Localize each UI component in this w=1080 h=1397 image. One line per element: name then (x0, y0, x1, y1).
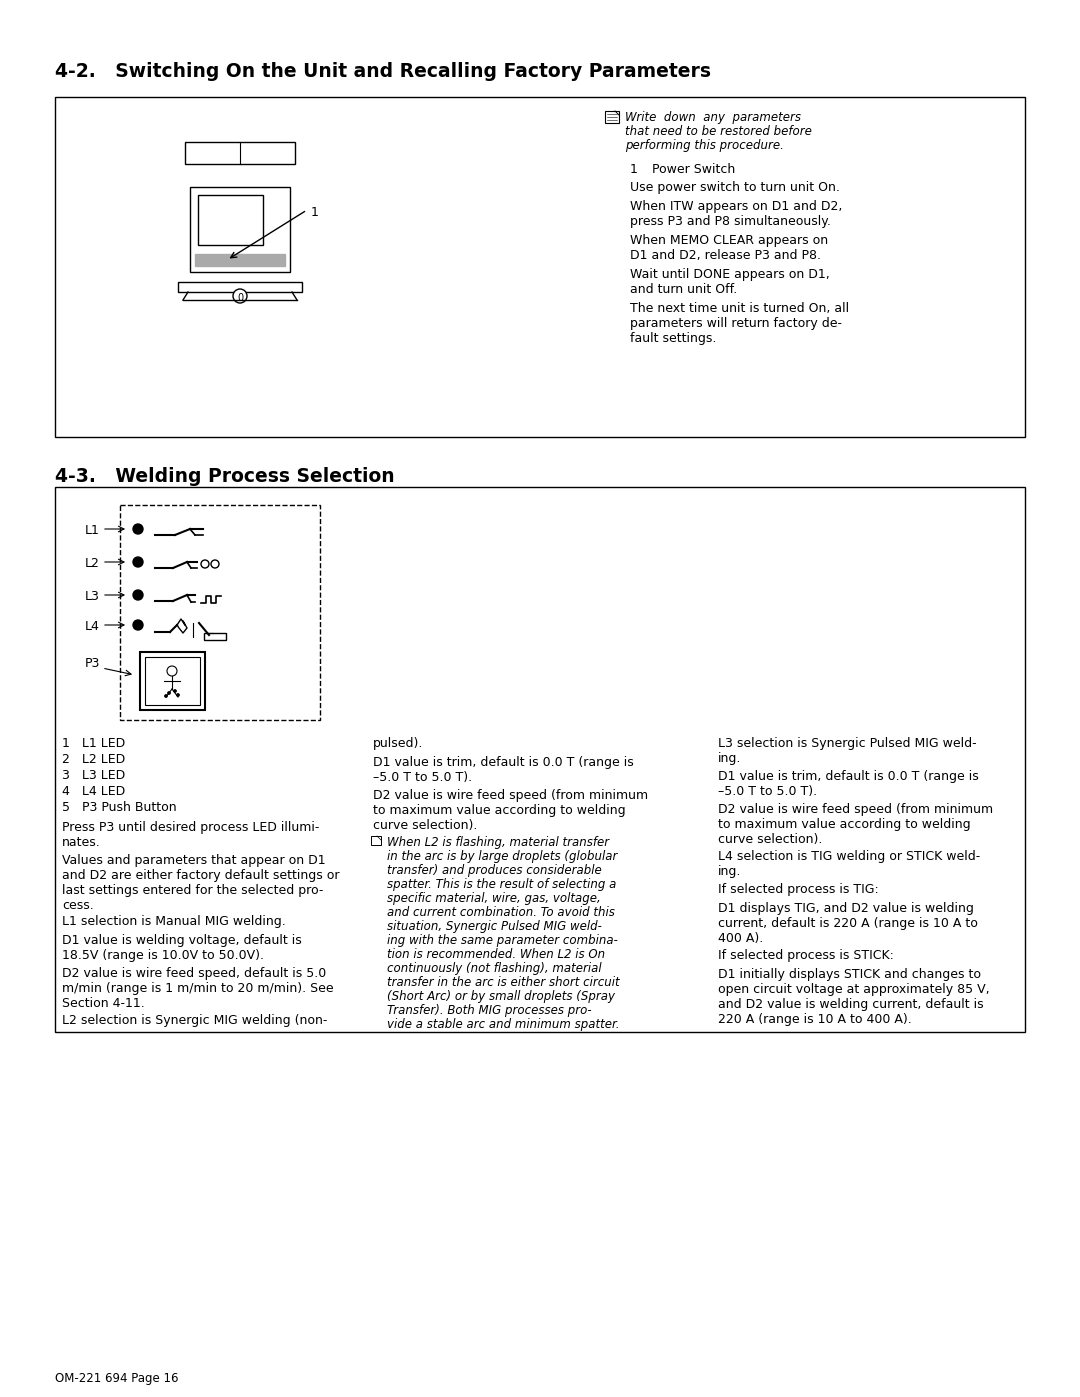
Text: transfer in the arc is either short circuit: transfer in the arc is either short circ… (387, 977, 620, 989)
Circle shape (133, 557, 143, 567)
Bar (204, 633, 226, 640)
Text: specific material, wire, gas, voltage,: specific material, wire, gas, voltage, (387, 893, 600, 905)
Bar (190, 187, 291, 272)
Text: D1 value is welding voltage, default is
18.5V (range is 10.0V to 50.0V).: D1 value is welding voltage, default is … (62, 935, 301, 963)
Text: When L2 is flashing, material transfer: When L2 is flashing, material transfer (387, 835, 609, 849)
Circle shape (133, 620, 143, 630)
Text: If selected process is STICK:: If selected process is STICK: (718, 949, 894, 963)
Text: transfer) and produces considerable: transfer) and produces considerable (387, 863, 602, 877)
Text: in the arc is by large droplets (globular: in the arc is by large droplets (globula… (387, 849, 618, 863)
Bar (372, 835, 381, 845)
Text: D1 displays TIG, and D2 value is welding
current, default is 220 A (range is 10 : D1 displays TIG, and D2 value is welding… (718, 902, 977, 944)
Text: D1 value is trim, default is 0.0 T (range is
–5.0 T to 5.0 T).: D1 value is trim, default is 0.0 T (rang… (373, 756, 634, 784)
Text: (Short Arc) or by small droplets (Spray: (Short Arc) or by small droplets (Spray (387, 990, 615, 1003)
Text: OM-221 694 Page 16: OM-221 694 Page 16 (55, 1372, 178, 1384)
Text: The next time unit is turned On, all
parameters will return factory de-
fault se: The next time unit is turned On, all par… (630, 302, 849, 345)
Text: L2 selection is Synergic MIG welding (non-: L2 selection is Synergic MIG welding (no… (62, 1014, 327, 1027)
Circle shape (201, 560, 210, 569)
Bar (198, 196, 264, 244)
Circle shape (133, 524, 143, 534)
Text: L4 selection is TIG welding or STICK weld-
ing.: L4 selection is TIG welding or STICK wel… (718, 849, 981, 877)
Text: When ITW appears on D1 and D2,
press P3 and P8 simultaneously.: When ITW appears on D1 and D2, press P3 … (630, 200, 842, 228)
Circle shape (164, 694, 167, 697)
Text: ing with the same parameter combina-: ing with the same parameter combina- (387, 935, 618, 947)
Circle shape (233, 289, 247, 303)
Text: and current combination. To avoid this: and current combination. To avoid this (387, 907, 615, 919)
Text: Power Switch: Power Switch (652, 163, 735, 176)
Bar (178, 282, 302, 292)
Text: 0: 0 (237, 293, 243, 303)
Circle shape (133, 590, 143, 599)
Text: 4-3.   Welding Process Selection: 4-3. Welding Process Selection (55, 467, 394, 486)
Text: D1 initially displays STICK and changes to
open circuit voltage at approximately: D1 initially displays STICK and changes … (718, 968, 989, 1025)
Text: When MEMO CLEAR appears on
D1 and D2, release P3 and P8.: When MEMO CLEAR appears on D1 and D2, re… (630, 235, 828, 263)
Text: L1 selection is Manual MIG welding.: L1 selection is Manual MIG welding. (62, 915, 286, 928)
Text: D2 value is wire feed speed, default is 5.0
m/min (range is 1 m/min to 20 m/min): D2 value is wire feed speed, default is … (62, 967, 334, 1010)
Text: that need to be restored before: that need to be restored before (625, 124, 812, 138)
Text: Write  down  any  parameters: Write down any parameters (625, 110, 801, 124)
Text: continuously (not flashing), material: continuously (not flashing), material (387, 963, 602, 975)
Text: Wait until DONE appears on D1,
and turn unit Off.: Wait until DONE appears on D1, and turn … (630, 268, 829, 296)
Circle shape (167, 692, 171, 694)
Text: 3   L3 LED: 3 L3 LED (62, 768, 125, 782)
Text: Press P3 until desired process LED illumi-
nates.: Press P3 until desired process LED illum… (62, 821, 320, 849)
Bar (55, 96, 1025, 437)
Text: performing this procedure.: performing this procedure. (625, 138, 784, 152)
Text: 4-2.   Switching On the Unit and Recalling Factory Parameters: 4-2. Switching On the Unit and Recalling… (55, 61, 711, 81)
Circle shape (211, 560, 219, 569)
Text: L4: L4 (85, 620, 99, 633)
Text: P3: P3 (85, 657, 100, 671)
Circle shape (167, 666, 177, 676)
Bar (140, 652, 205, 710)
Text: vide a stable arc and minimum spatter.: vide a stable arc and minimum spatter. (387, 1018, 620, 1031)
Text: 1: 1 (630, 163, 638, 176)
Text: tion is recommended. When L2 is On: tion is recommended. When L2 is On (387, 949, 605, 961)
Text: situation, Synergic Pulsed MIG weld-: situation, Synergic Pulsed MIG weld- (387, 921, 602, 933)
Text: Values and parameters that appear on D1
and D2 are either factory default settin: Values and parameters that appear on D1 … (62, 854, 339, 912)
Text: L3 selection is Synergic Pulsed MIG weld-
ing.: L3 selection is Synergic Pulsed MIG weld… (718, 738, 976, 766)
Text: 2   L2 LED: 2 L2 LED (62, 753, 125, 766)
Text: 4   L4 LED: 4 L4 LED (62, 785, 125, 798)
Bar (145, 657, 200, 705)
Circle shape (176, 693, 179, 697)
Text: Use power switch to turn unit On.: Use power switch to turn unit On. (630, 182, 840, 194)
Bar (120, 504, 320, 719)
Text: D2 value is wire feed speed (from minimum
to maximum value according to welding
: D2 value is wire feed speed (from minimu… (718, 803, 994, 847)
Bar (195, 254, 285, 265)
Bar (605, 110, 619, 123)
Circle shape (174, 690, 176, 693)
Text: D2 value is wire feed speed (from minimum
to maximum value according to welding
: D2 value is wire feed speed (from minimu… (373, 789, 648, 833)
Text: L3: L3 (85, 590, 99, 604)
Text: 1   L1 LED: 1 L1 LED (62, 738, 125, 750)
Text: L2: L2 (85, 557, 99, 570)
Text: D1 value is trim, default is 0.0 T (range is
–5.0 T to 5.0 T).: D1 value is trim, default is 0.0 T (rang… (718, 770, 978, 798)
Text: 1: 1 (311, 205, 319, 219)
Text: pulsed).: pulsed). (373, 738, 423, 750)
Text: If selected process is TIG:: If selected process is TIG: (718, 883, 879, 895)
Bar (55, 488, 1025, 1032)
Text: Transfer). Both MIG processes pro-: Transfer). Both MIG processes pro- (387, 1004, 592, 1017)
Text: L1: L1 (85, 524, 99, 536)
Bar (185, 142, 295, 163)
Text: 5   P3 Push Button: 5 P3 Push Button (62, 800, 177, 814)
Text: spatter. This is the result of selecting a: spatter. This is the result of selecting… (387, 877, 617, 891)
